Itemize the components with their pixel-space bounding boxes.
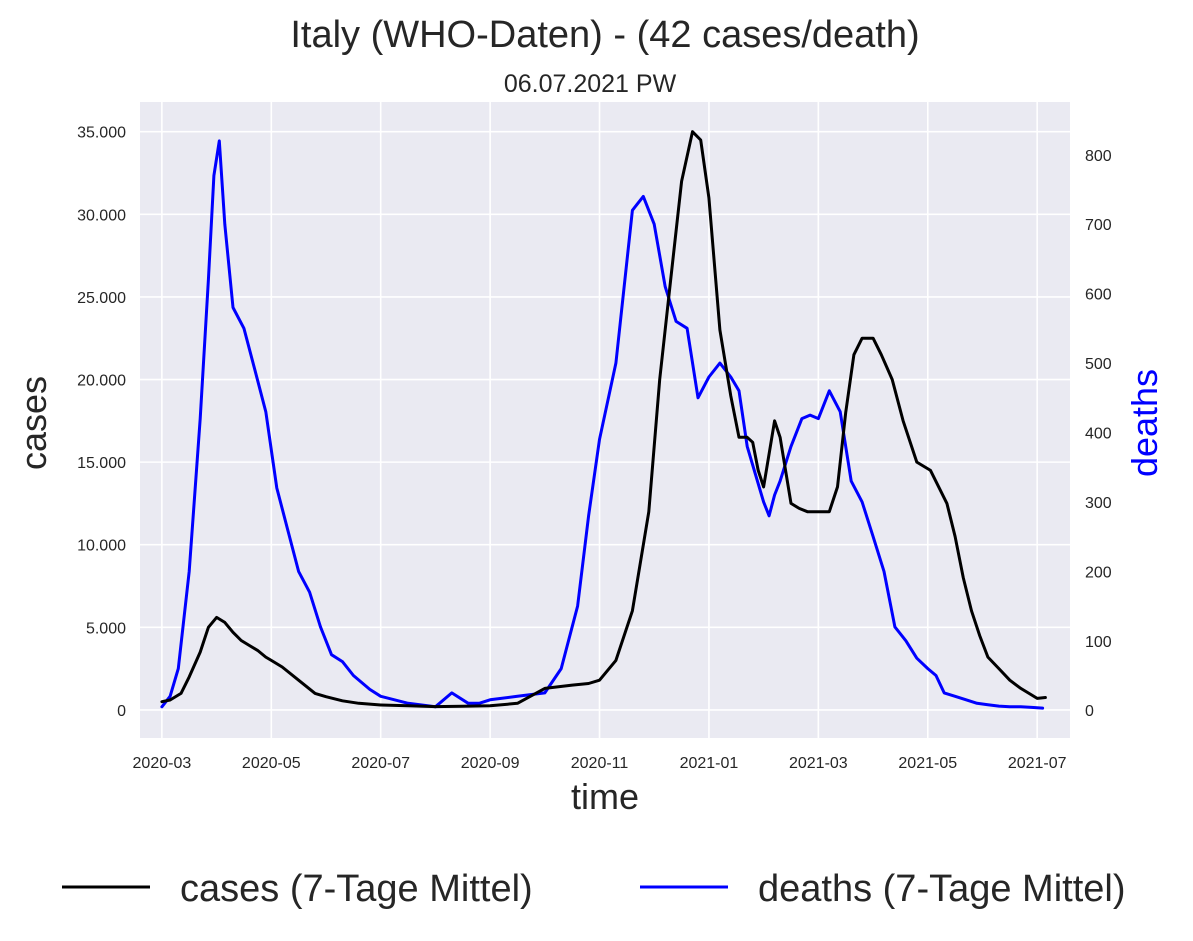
y-gridlines bbox=[140, 130, 1070, 711]
y-left-tick-label: 30.000 bbox=[77, 207, 126, 224]
legend: cases (7-Tage Mittel) deaths (7-Tage Mit… bbox=[62, 868, 1126, 910]
x-tick-label: 2021-03 bbox=[789, 755, 848, 772]
y-right-axis-label: deaths bbox=[1124, 369, 1165, 477]
legend-cases-label: cases (7-Tage Mittel) bbox=[180, 868, 533, 910]
y-left-axis-label: cases bbox=[13, 376, 54, 470]
y-left-tick-label: 0 bbox=[117, 703, 126, 720]
x-tick-label: 2020-07 bbox=[351, 755, 410, 772]
x-tick-label: 2021-01 bbox=[680, 755, 739, 772]
y-right-tick-label: 200 bbox=[1085, 564, 1112, 581]
y-right-tick-labels: 0 100 200 300 400 500 600 700 800 bbox=[1085, 148, 1112, 720]
x-axis-label: time bbox=[571, 776, 639, 817]
x-tick-label: 2021-05 bbox=[898, 755, 957, 772]
chart-subtitle: 06.07.2021 PW bbox=[504, 70, 677, 98]
x-gridlines bbox=[161, 102, 1038, 738]
y-left-tick-label: 5.000 bbox=[86, 620, 126, 637]
y-left-tick-label: 15.000 bbox=[77, 455, 126, 472]
y-right-tick-label: 800 bbox=[1085, 148, 1112, 165]
y-right-tick-label: 600 bbox=[1085, 287, 1112, 304]
x-tick-label: 2021-07 bbox=[1008, 755, 1067, 772]
deaths-line bbox=[160, 139, 1045, 710]
x-tick-label: 2020-09 bbox=[461, 755, 520, 772]
y-left-tick-label: 25.000 bbox=[77, 290, 126, 307]
y-right-tick-label: 100 bbox=[1085, 634, 1112, 651]
y-left-tick-labels: 0 5.000 10.000 15.000 20.000 25.000 30.000 35.0… bbox=[77, 125, 126, 720]
y-left-tick-label: 35.000 bbox=[77, 125, 126, 142]
y-right-tick-label: 0 bbox=[1085, 703, 1094, 720]
x-tick-label: 2020-11 bbox=[571, 755, 629, 772]
y-right-tick-label: 700 bbox=[1085, 217, 1112, 234]
cases-line bbox=[160, 130, 1047, 709]
chart-title: Italy (WHO-Daten) - (42 cases/death) bbox=[290, 14, 919, 56]
x-tick-labels: 2020-03 2020-05 2020-07 2020-09 2020-11 2021-… bbox=[133, 755, 1067, 772]
y-left-tick-label: 10.000 bbox=[77, 538, 126, 555]
y-right-tick-label: 400 bbox=[1085, 425, 1112, 442]
x-tick-label: 2020-05 bbox=[242, 755, 301, 772]
legend-deaths-label: deaths (7-Tage Mittel) bbox=[758, 868, 1126, 910]
series-layer bbox=[160, 130, 1047, 710]
y-left-tick-label: 20.000 bbox=[77, 373, 126, 390]
x-tick-label: 2020-03 bbox=[133, 755, 192, 772]
y-right-tick-label: 300 bbox=[1085, 495, 1112, 512]
y-right-tick-label: 500 bbox=[1085, 356, 1112, 373]
